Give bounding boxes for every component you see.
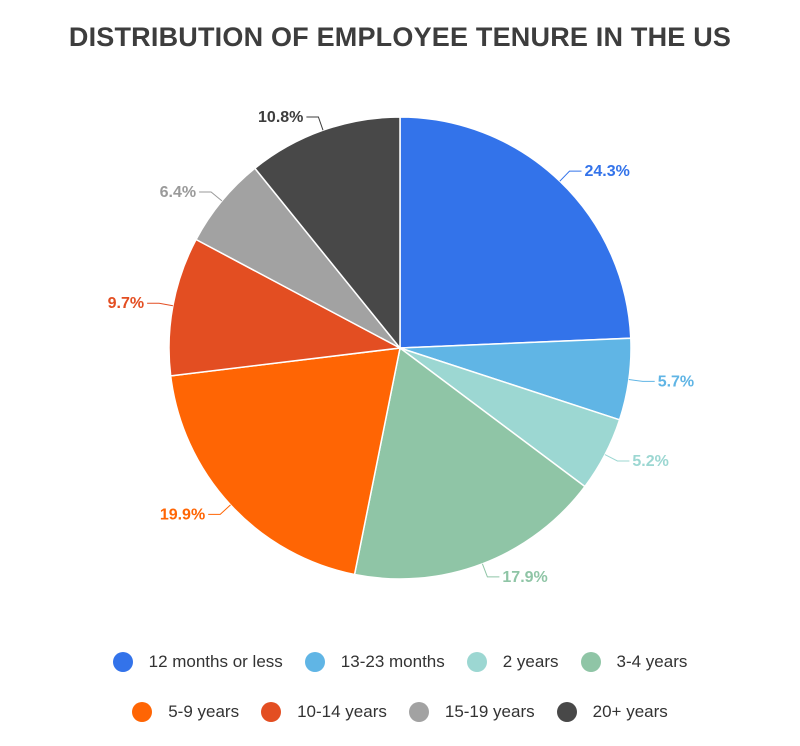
- pie-slice-10-14-years: [168, 238, 403, 377]
- legend-item-5-9-years: 5-9 years: [132, 702, 239, 722]
- pie-slice-20-years: [253, 116, 401, 351]
- leader-line-12-months-or-less: [559, 170, 582, 182]
- legend-swatch: [466, 652, 487, 672]
- pie-slice-12-months-or-less: [399, 116, 632, 349]
- legend-swatch: [580, 652, 601, 672]
- leader-line-5-9-years: [208, 504, 231, 515]
- legend-label: 2 years: [502, 652, 559, 671]
- legend-label: 20+ years: [592, 702, 668, 721]
- legend-row: 5-9 years 10-14 years 15-19 years 20+ years: [0, 702, 800, 722]
- pie-slice-3-4-years: [353, 346, 586, 580]
- legend-swatch: [112, 652, 133, 672]
- legend-swatch: [556, 702, 577, 722]
- data-label-20-years: 10.8%: [258, 109, 303, 126]
- data-label-2-years: 5.2%: [632, 453, 668, 470]
- legend-swatch: [408, 702, 429, 722]
- legend-label: 13-23 months: [340, 652, 445, 671]
- leader-line-3-4-years: [481, 563, 500, 578]
- legend-item-12-months-or-less: 12 months or less: [112, 652, 283, 672]
- legend-label: 5-9 years: [168, 702, 240, 721]
- legend-label: 15-19 years: [444, 702, 535, 721]
- legend-row: 12 months or less 13-23 months 2 years 3-4 …: [0, 652, 800, 672]
- legend-item-20-years: 20+ years: [556, 702, 668, 722]
- legend-swatch: [304, 652, 325, 672]
- leader-line-2-years: [604, 454, 630, 462]
- data-label-15-19-years: 6.4%: [160, 184, 196, 201]
- data-label-3-4-years: 17.9%: [502, 569, 547, 586]
- leader-line-20-years: [306, 116, 324, 131]
- legend-label: 3-4 years: [616, 652, 688, 671]
- legend-item-15-19-years: 15-19 years: [408, 702, 535, 722]
- chart-title: DISTRIBUTION OF EMPLOYEE TENURE IN THE U…: [68, 22, 732, 52]
- legend-item-3-4-years: 3-4 years: [580, 652, 688, 672]
- leader-line-10-14-years: [147, 302, 173, 307]
- data-label-10-14-years: 9.7%: [108, 295, 144, 312]
- slice-labels: 24.3% 5.7% 5.2% 17.9% 19.9% 9.7% 6.4% 10.8%: [108, 109, 695, 586]
- pie-slices: [168, 116, 632, 580]
- pie-slice-5-9-years: [169, 347, 401, 576]
- legend-label: 10-14 years: [297, 702, 387, 721]
- legend-item-10-14-years: 10-14 years: [261, 702, 387, 722]
- leader-line-15-19-years: [199, 191, 223, 202]
- data-label-12-months-or-less: 24.3%: [585, 163, 630, 180]
- legend-item-2-years: 2 years: [466, 652, 559, 672]
- legend-swatch: [132, 702, 153, 722]
- legend-swatch: [261, 702, 282, 722]
- leader-line-13-23-months: [628, 379, 655, 382]
- legend-item-13-23-months: 13-23 months: [304, 652, 445, 672]
- legend-label: 12 months or less: [148, 652, 283, 671]
- data-label-5-9-years: 19.9%: [160, 506, 205, 523]
- data-label-13-23-months: 5.7%: [658, 373, 694, 390]
